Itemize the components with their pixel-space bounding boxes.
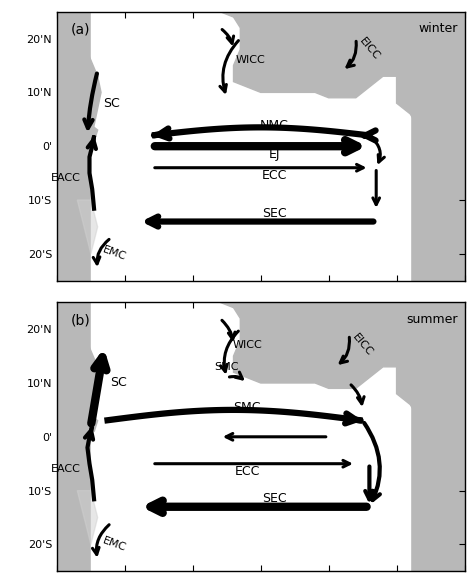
Text: ECC: ECC: [235, 465, 260, 478]
Text: ECC: ECC: [262, 169, 287, 182]
Text: EICC: EICC: [357, 36, 382, 62]
Text: EICC: EICC: [350, 332, 375, 359]
Polygon shape: [165, 12, 465, 98]
Bar: [91, 302, 410, 571]
Polygon shape: [397, 12, 465, 157]
Text: SMC: SMC: [233, 401, 261, 414]
Text: SC: SC: [109, 377, 127, 389]
Polygon shape: [77, 491, 98, 545]
Text: EMC: EMC: [101, 245, 128, 263]
Text: (a): (a): [71, 22, 90, 36]
Polygon shape: [397, 302, 465, 448]
Text: (b): (b): [71, 313, 90, 327]
Text: winter: winter: [419, 22, 458, 36]
Bar: [91, 12, 410, 281]
Text: EJ: EJ: [269, 147, 280, 161]
Polygon shape: [84, 125, 98, 141]
Text: SMC: SMC: [214, 362, 239, 372]
Text: summer: summer: [406, 313, 458, 326]
Text: SC: SC: [103, 97, 119, 110]
Polygon shape: [57, 12, 101, 281]
Polygon shape: [77, 200, 98, 254]
Text: NMC: NMC: [260, 120, 289, 132]
Text: SEC: SEC: [262, 492, 287, 505]
Text: EACC: EACC: [51, 174, 81, 184]
Text: SEC: SEC: [262, 207, 287, 220]
Text: EACC: EACC: [51, 464, 81, 474]
Text: WICC: WICC: [232, 340, 262, 350]
Text: EMC: EMC: [101, 536, 128, 553]
Polygon shape: [84, 415, 98, 431]
Text: WICC: WICC: [236, 55, 265, 65]
Polygon shape: [57, 302, 101, 571]
Polygon shape: [165, 302, 465, 388]
